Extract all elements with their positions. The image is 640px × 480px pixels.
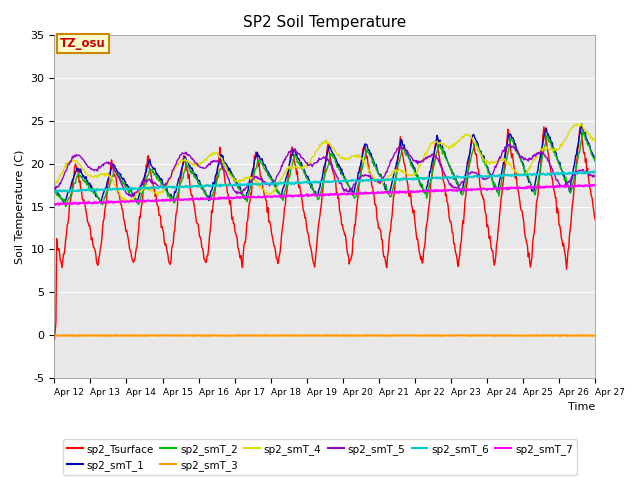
sp2_smT_7: [586, 182, 594, 188]
Text: TZ_osu: TZ_osu: [60, 37, 106, 50]
sp2_smT_5: [172, 162, 179, 168]
sp2_smT_1: [407, 160, 415, 166]
sp2_smT_5: [127, 194, 135, 200]
sp2_smT_4: [172, 165, 179, 170]
Line: sp2_Tsurface: sp2_Tsurface: [54, 127, 595, 339]
sp2_smT_1: [591, 157, 599, 163]
sp2_smT_6: [591, 169, 599, 175]
sp2_smT_6: [407, 176, 415, 182]
sp2_smT_3: [60, 333, 68, 338]
sp2_smT_1: [61, 199, 68, 204]
X-axis label: Time: Time: [568, 402, 595, 412]
sp2_smT_3: [200, 333, 208, 338]
sp2_smT_5: [51, 187, 58, 192]
sp2_Tsurface: [116, 195, 124, 201]
sp2_smT_7: [591, 182, 599, 188]
sp2_smT_1: [172, 190, 179, 195]
sp2_smT_1: [116, 171, 124, 177]
sp2_smT_6: [51, 188, 58, 194]
sp2_smT_5: [60, 172, 68, 178]
sp2_smT_2: [172, 195, 179, 201]
sp2_smT_4: [116, 191, 124, 197]
sp2_smT_1: [60, 201, 68, 207]
sp2_smT_4: [60, 166, 68, 171]
sp2_smT_2: [591, 158, 599, 164]
sp2_smT_4: [577, 121, 585, 127]
sp2_Tsurface: [51, 336, 58, 342]
sp2_smT_3: [172, 333, 179, 338]
sp2_smT_5: [200, 165, 208, 171]
sp2_smT_6: [391, 177, 399, 182]
sp2_smT_3: [116, 333, 124, 338]
sp2_smT_4: [407, 173, 415, 179]
sp2_smT_2: [51, 187, 58, 193]
sp2_smT_5: [116, 177, 124, 183]
sp2_smT_1: [578, 121, 586, 127]
sp2_smT_7: [116, 199, 124, 204]
sp2_smT_6: [116, 186, 124, 192]
sp2_smT_3: [408, 333, 415, 338]
sp2_smT_4: [200, 158, 208, 164]
sp2_smT_3: [348, 333, 356, 339]
sp2_smT_3: [392, 333, 399, 338]
sp2_smT_2: [200, 190, 208, 196]
Title: SP2 Soil Temperature: SP2 Soil Temperature: [243, 15, 406, 30]
sp2_smT_6: [172, 184, 179, 190]
sp2_smT_5: [407, 154, 415, 160]
sp2_smT_4: [591, 138, 599, 144]
Line: sp2_smT_3: sp2_smT_3: [54, 335, 595, 336]
sp2_smT_4: [391, 168, 399, 173]
sp2_smT_5: [591, 174, 599, 180]
sp2_smT_4: [124, 199, 131, 204]
sp2_smT_3: [591, 333, 599, 338]
sp2_smT_1: [51, 185, 58, 191]
sp2_smT_7: [172, 197, 179, 203]
sp2_smT_2: [60, 196, 68, 202]
sp2_smT_5: [391, 150, 399, 156]
Line: sp2_smT_4: sp2_smT_4: [54, 124, 595, 202]
Legend: sp2_Tsurface, sp2_smT_1, sp2_smT_2, sp2_smT_3, sp2_smT_4, sp2_smT_5, sp2_smT_6, : sp2_Tsurface, sp2_smT_1, sp2_smT_2, sp2_…: [63, 439, 577, 475]
Line: sp2_smT_2: sp2_smT_2: [54, 132, 595, 207]
sp2_smT_6: [200, 183, 208, 189]
sp2_smT_7: [61, 201, 68, 207]
Line: sp2_smT_7: sp2_smT_7: [54, 185, 595, 205]
sp2_smT_2: [407, 163, 415, 168]
sp2_smT_6: [64, 189, 72, 194]
Line: sp2_smT_6: sp2_smT_6: [54, 171, 595, 192]
sp2_smT_6: [588, 168, 596, 174]
sp2_smT_4: [51, 183, 58, 189]
sp2_smT_7: [407, 188, 415, 194]
sp2_smT_2: [579, 129, 587, 134]
sp2_smT_1: [200, 188, 208, 193]
sp2_Tsurface: [591, 217, 599, 223]
sp2_smT_5: [506, 142, 514, 147]
Line: sp2_smT_1: sp2_smT_1: [54, 124, 595, 204]
sp2_smT_2: [116, 177, 124, 182]
sp2_smT_2: [391, 177, 399, 183]
sp2_smT_7: [55, 202, 63, 208]
sp2_Tsurface: [540, 124, 548, 130]
sp2_smT_1: [391, 167, 399, 172]
sp2_smT_7: [391, 189, 399, 194]
sp2_Tsurface: [60, 251, 68, 257]
Line: sp2_smT_5: sp2_smT_5: [54, 144, 595, 197]
sp2_Tsurface: [200, 250, 207, 255]
sp2_smT_6: [60, 188, 68, 193]
sp2_smT_7: [200, 196, 208, 202]
sp2_smT_3: [51, 333, 58, 338]
sp2_smT_2: [62, 204, 70, 210]
sp2_Tsurface: [171, 228, 179, 233]
sp2_smT_7: [51, 201, 58, 207]
sp2_Tsurface: [390, 191, 398, 197]
sp2_Tsurface: [406, 191, 414, 196]
sp2_smT_3: [159, 332, 167, 338]
Y-axis label: Soil Temperature (C): Soil Temperature (C): [15, 149, 25, 264]
